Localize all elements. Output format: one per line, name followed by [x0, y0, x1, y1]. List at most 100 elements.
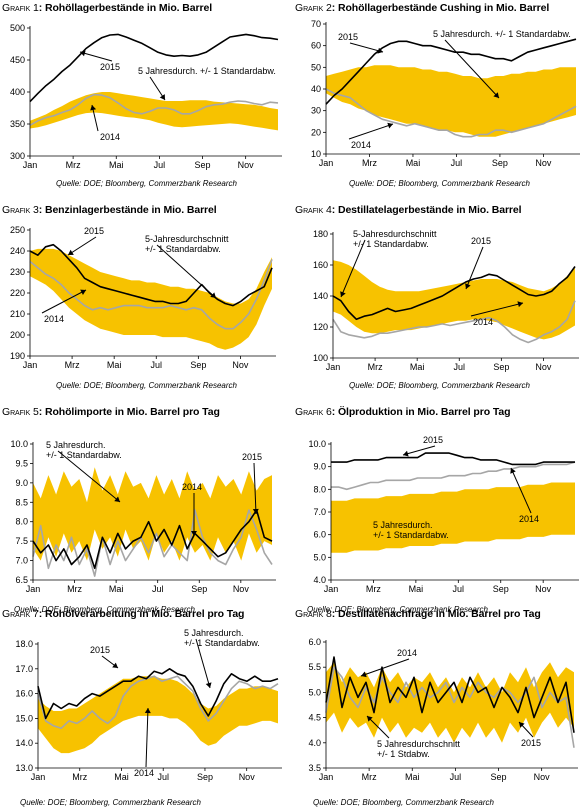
x-tick-label: Mai	[405, 772, 420, 782]
chart-title-text: : Ölproduktion in Mio. Barrel pro Tag	[331, 406, 511, 418]
y-tick-label: 220	[10, 288, 25, 298]
series-line-2015	[325, 656, 575, 733]
arrow-head-icon	[252, 508, 259, 514]
y-tick-label: 7.0	[313, 507, 326, 517]
chart-title-text: : Benzinlagerbestände in Mio. Barrel	[38, 204, 217, 216]
annotation-arrow	[366, 715, 390, 739]
chart-title-text: : Rohöllagerbestände Cushing in Mio. Bar…	[331, 2, 550, 14]
y-tick-label: 50	[311, 62, 321, 72]
y-tick-label: 6.5	[15, 575, 28, 585]
annotation-arrow	[465, 246, 484, 290]
chart-title-text: : Rohölimporte in Mio. Barrel pro Tag	[38, 406, 220, 418]
arrow-head-icon	[159, 94, 165, 100]
chart-number: Grafik 2	[295, 2, 332, 14]
annotation-arrow	[41, 289, 87, 314]
x-tick-label: Sep	[197, 772, 213, 782]
x-tick-label: Nov	[233, 584, 250, 594]
y-tick-label: 190	[10, 351, 25, 361]
chart-source: Quelle: DOE; Bloomberg, Commerzbank Rese…	[14, 605, 195, 614]
y-tick-label: 40	[311, 84, 321, 94]
x-tick-label: Nov	[238, 160, 255, 170]
chart-source: Quelle: DOE; Bloomberg, Commerzbank Rese…	[349, 381, 530, 390]
chart-source: Quelle: DOE; Bloomberg, Commerzbank Rese…	[20, 798, 201, 807]
x-tick-label: Mai	[109, 160, 124, 170]
y-tick-label: 350	[10, 119, 25, 129]
y-tick-label: 200	[10, 330, 25, 340]
annotation-s2015: 2015	[338, 32, 384, 54]
y-tick-label: 9.0	[15, 478, 28, 488]
x-tick-label: Jul	[454, 362, 466, 372]
chart-number: Grafik 1	[2, 2, 39, 14]
annotation-line: +/- 1 Standardabw.	[46, 450, 122, 460]
y-tick-label: 230	[10, 267, 25, 277]
x-tick-label: Jul	[450, 772, 462, 782]
band-area	[326, 662, 574, 743]
x-tick-label: Jan	[319, 772, 334, 782]
band-area	[30, 248, 272, 350]
annotation-text: 5 Jahresdurch. +/- 1 Standardabw.	[46, 440, 122, 460]
arrow-head-icon	[80, 50, 86, 57]
chart-8: 3.5 4.0 4.5 5.0 5.5 6.0 Jan Mrz Mai Jul Sep Nov 2014…	[308, 637, 578, 782]
chart-panel-8: Grafik 8: Destillatenachfrage in Mio. Ba…	[293, 606, 586, 808]
band-area	[30, 92, 278, 131]
band-area	[331, 482, 575, 553]
arrow-head-icon	[68, 249, 74, 255]
annotation-s2015: 2015	[67, 226, 104, 256]
x-tick-label: Jan	[326, 362, 341, 372]
y-tick-label: 4.5	[308, 713, 321, 723]
y-tick-label: 100	[313, 353, 328, 363]
annotation-band: 5-Jahresdurchschnitt +/- 1 Standardabw.	[145, 234, 229, 299]
chart-title-text: : Destillatenachfrage in Mio. Barrel pro…	[331, 608, 541, 620]
series-line-2014	[332, 300, 576, 344]
annotation-line: +/- 1 Standardabw.	[145, 244, 221, 254]
annotation-arrow	[156, 244, 217, 299]
annotation-text: 5 Jahresdurch. +/- 1 Standardabw.	[433, 29, 571, 39]
chart-panel-7: Grafik 7: Rohölverarbeitung in Mio. Barr…	[0, 606, 293, 808]
y-tick-label: 70	[311, 19, 321, 29]
annotation-text: 2014	[351, 140, 371, 150]
x-tick-label: Jul	[152, 584, 164, 594]
x-tick-label: Mai	[406, 158, 421, 168]
x-tick-label: Sep	[190, 360, 206, 370]
annotation-text: 2015	[338, 32, 358, 42]
arrow-head-icon	[517, 301, 523, 308]
y-tick-label: 4.0	[308, 738, 321, 748]
annotation-line: 5-Jahresdurchschnitt	[353, 229, 437, 239]
x-tick-label: Mrz	[65, 360, 80, 370]
annotation-text: 5 Jahresdurch. +/- 1 Standardabw.	[373, 520, 449, 540]
arrow-head-icon	[112, 662, 118, 668]
annotation-line: +/- 1 Standardabw.	[373, 530, 449, 540]
x-tick-label: Mrz	[72, 772, 87, 782]
annotation-line: +/- 1 Stdabw.	[377, 749, 430, 759]
annotation-s2014: 2014	[470, 301, 524, 327]
x-tick-label: Mrz	[67, 584, 82, 594]
y-tick-label: 16.0	[15, 689, 33, 699]
band-area	[38, 676, 278, 754]
arrow-head-icon	[205, 682, 212, 688]
annotation-band: 5 Jahresdurch. +/- 1 Standardabw.	[373, 520, 449, 540]
y-tick-label: 10.0	[308, 439, 326, 449]
y-tick-label: 5.0	[313, 552, 326, 562]
arrow-head-icon	[361, 671, 367, 678]
band-area	[326, 65, 576, 137]
chart-number: Grafik 6	[295, 406, 332, 418]
annotation-text: 5 Jahresdurchschnitt +/- 1 Stdabw.	[377, 739, 461, 759]
x-tick-label: Mai	[107, 360, 122, 370]
arrow-head-icon	[90, 105, 97, 111]
annotation-text: 2015	[100, 62, 120, 72]
annotation-s2014: 2014	[41, 289, 87, 324]
annotation-s2015: 2015	[79, 50, 120, 72]
y-tick-label: 6.0	[308, 637, 321, 647]
x-tick-label: Sep	[195, 160, 211, 170]
annotation-band: 5 Jahresdurch. +/- 1 Standardabw.	[138, 66, 276, 101]
x-tick-label: Jan	[23, 160, 38, 170]
x-tick-label: Nov	[534, 772, 551, 782]
annotation-band: 5 Jahresdurch. +/- 1 Standardabw.	[433, 29, 571, 99]
annotation-text: 2015	[84, 226, 104, 236]
series-line-2014	[37, 675, 279, 730]
annotation-arrow	[510, 467, 532, 514]
y-tick-label: 5.0	[308, 687, 321, 697]
chart-title-text: : Rohöllagerbestände in Mio. Barrel	[38, 2, 213, 14]
band-area	[33, 467, 272, 561]
annotation-arrow	[145, 707, 149, 768]
